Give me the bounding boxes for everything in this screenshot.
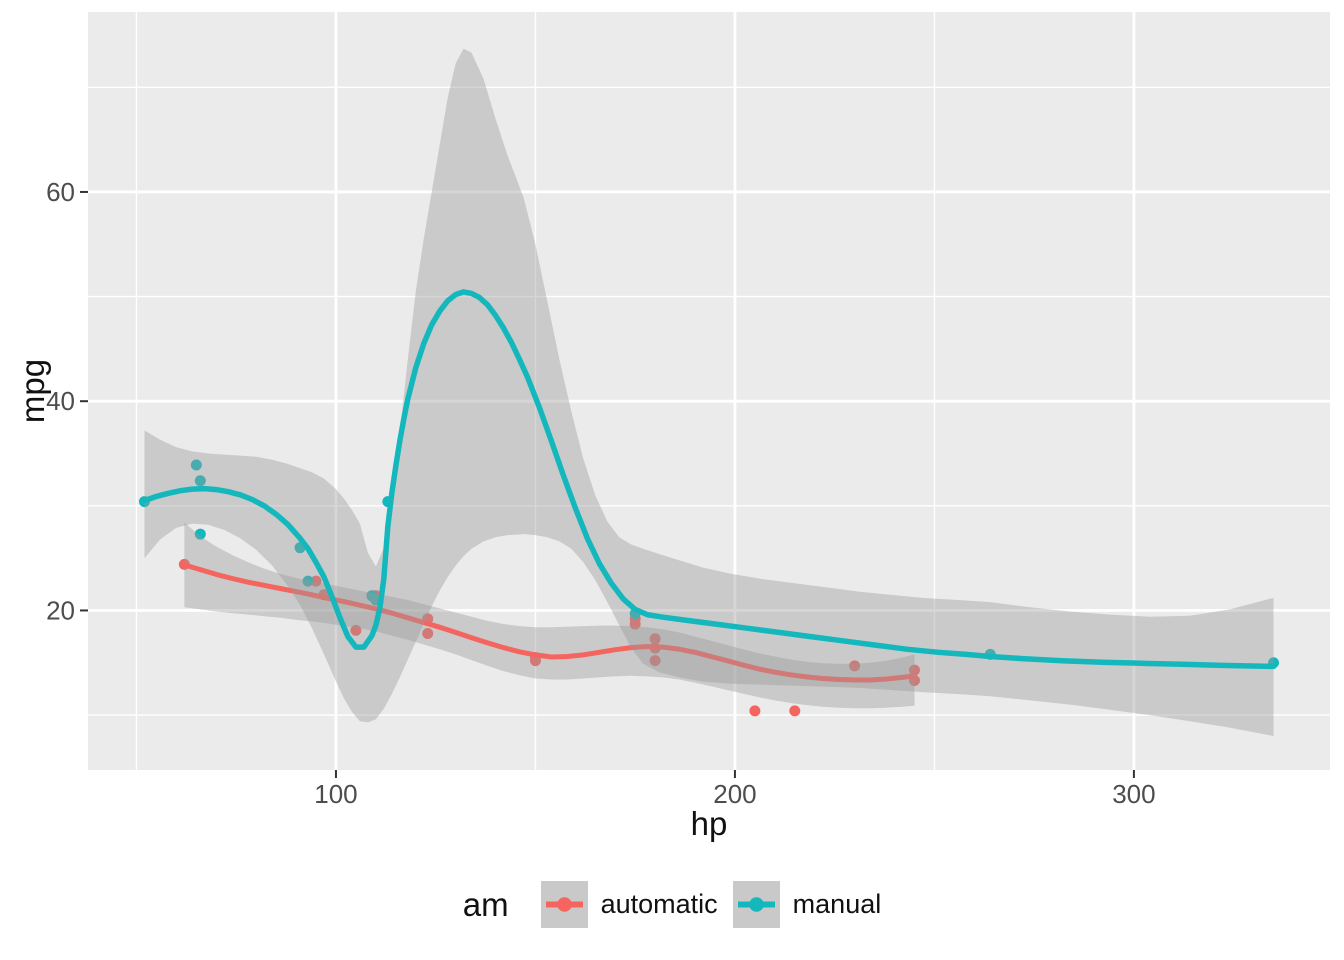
legend-key-manual-icon — [732, 881, 780, 928]
svg-text:40: 40 — [46, 386, 75, 416]
svg-text:100: 100 — [314, 779, 357, 809]
axis-tick-labels: 100 200 300 20 40 60 — [46, 177, 1156, 809]
legend-key-automatic-icon — [540, 881, 588, 928]
smooth-line-automatic — [181, 562, 917, 683]
legend-key-point — [556, 897, 572, 912]
y-axis-title: mpg — [14, 358, 51, 424]
svg-text:300: 300 — [1112, 779, 1155, 809]
ribbon-manual — [144, 48, 1274, 737]
legend-label-automatic: automatic — [600, 889, 718, 919]
svg-text:60: 60 — [46, 177, 75, 207]
svg-text:20: 20 — [46, 595, 75, 625]
panel-background — [88, 12, 1330, 770]
smooth-line-manual — [141, 289, 1277, 670]
legend-key-point — [748, 897, 764, 912]
legend-title: am — [462, 885, 509, 923]
grid-major — [88, 12, 1330, 770]
legend-item-automatic: automatic — [540, 881, 718, 928]
x-axis-title: hp — [690, 805, 728, 842]
plot-area: 100 200 300 20 40 60 — [46, 12, 1330, 809]
axis-ticks — [80, 190, 1135, 778]
svg-text:200: 200 — [713, 779, 756, 809]
legend-label-manual: manual — [792, 889, 882, 919]
legend-item-manual: manual — [732, 881, 882, 928]
legend: am automatic manual — [0, 881, 1344, 928]
